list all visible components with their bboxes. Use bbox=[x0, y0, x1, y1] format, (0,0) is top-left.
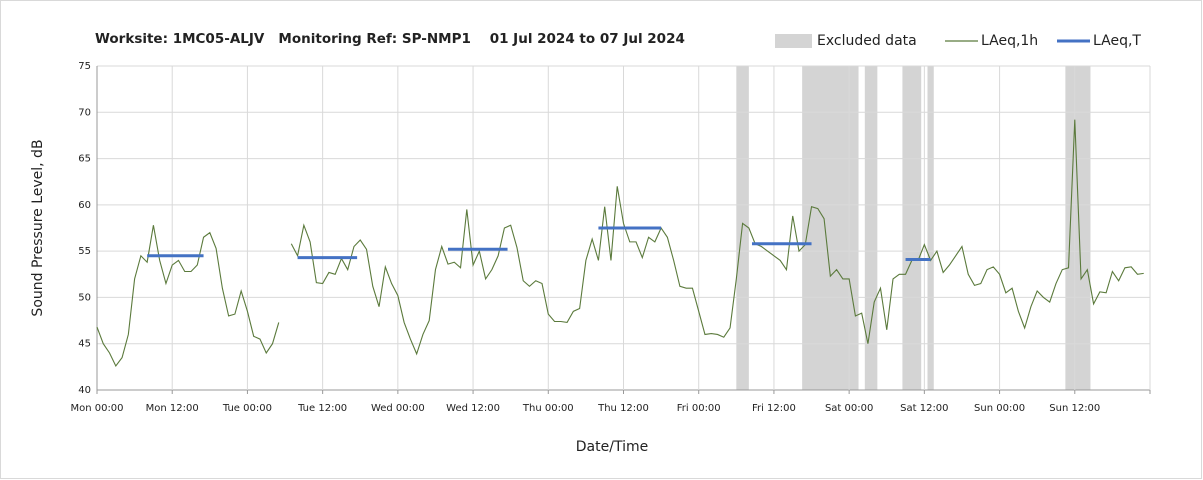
chart-title: Worksite: 1MC05-ALJV Monitoring Ref: SP-… bbox=[95, 31, 685, 47]
excluded-band bbox=[802, 66, 859, 390]
x-tick-label: Wed 12:00 bbox=[446, 403, 500, 414]
y-tick-label: 55 bbox=[78, 246, 91, 257]
x-tick-label: Thu 00:00 bbox=[522, 403, 574, 414]
x-tick-label: Fri 12:00 bbox=[752, 403, 796, 414]
x-tick-label: Mon 00:00 bbox=[70, 403, 123, 414]
x-tick-label: Fri 00:00 bbox=[677, 403, 721, 414]
x-tick-label: Sat 12:00 bbox=[900, 403, 948, 414]
excluded-band bbox=[927, 66, 934, 390]
y-axis-title: Sound Pressure Level, dB bbox=[30, 139, 46, 316]
y-tick-label: 50 bbox=[78, 292, 91, 303]
x-tick-label: Tue 12:00 bbox=[297, 403, 347, 414]
x-tick-label: Sat 00:00 bbox=[825, 403, 873, 414]
excluded-band bbox=[1065, 66, 1091, 390]
y-tick-label: 75 bbox=[78, 61, 91, 72]
y-tick-label: 65 bbox=[78, 154, 91, 165]
y-tick-label: 60 bbox=[78, 200, 91, 211]
x-tick-label: Mon 12:00 bbox=[146, 403, 199, 414]
y-tick-label: 45 bbox=[78, 339, 91, 350]
y-tick-label: 70 bbox=[78, 107, 91, 118]
legend-label: LAeq,T bbox=[1093, 33, 1141, 49]
excluded-band bbox=[902, 66, 922, 390]
series-line bbox=[96, 119, 1144, 367]
x-tick-label: Wed 00:00 bbox=[371, 403, 425, 414]
x-axis-title: Date/Time bbox=[576, 439, 648, 455]
x-tick-label: Sun 00:00 bbox=[974, 403, 1025, 414]
x-tick-label: Sun 12:00 bbox=[1049, 403, 1100, 414]
excluded-band bbox=[864, 66, 878, 390]
x-tick-label: Thu 12:00 bbox=[597, 403, 649, 414]
legend-swatch bbox=[775, 34, 812, 48]
y-tick-label: 40 bbox=[78, 385, 91, 396]
x-tick-label: Tue 00:00 bbox=[222, 403, 272, 414]
legend-label: Excluded data bbox=[817, 33, 917, 49]
legend-label: LAeq,1h bbox=[981, 33, 1038, 49]
